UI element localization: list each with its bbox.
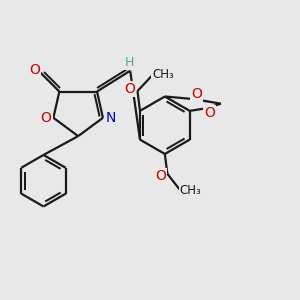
Text: O: O <box>191 87 202 101</box>
Text: O: O <box>155 169 166 183</box>
Text: O: O <box>40 111 51 125</box>
Text: N: N <box>105 111 116 125</box>
Text: CH₃: CH₃ <box>152 68 174 81</box>
Text: O: O <box>124 82 135 96</box>
Text: O: O <box>29 63 40 77</box>
Text: O: O <box>204 106 215 120</box>
Text: CH₃: CH₃ <box>180 184 202 197</box>
Text: H: H <box>124 56 134 69</box>
